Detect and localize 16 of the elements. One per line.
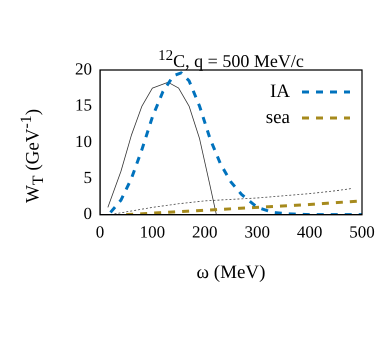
- y-tick-label: 20: [75, 59, 92, 78]
- legend-label: sea: [266, 106, 291, 128]
- x-axis-title: ω (MeV): [196, 262, 266, 284]
- y-tick-label: 0: [84, 204, 92, 224]
- x-tick-label: 300: [244, 222, 270, 242]
- x-tick-label: 0: [96, 222, 104, 242]
- y-tick-label: 10: [75, 132, 92, 151]
- x-tick-label: 100: [140, 222, 166, 242]
- chart-title: $^{12}$C, q = 500 MeV/c: [157, 48, 305, 72]
- x-tick-label: 200: [192, 222, 218, 242]
- x-tick-label: 500: [349, 222, 375, 242]
- legend-label: IA: [270, 80, 290, 102]
- line-series: [108, 71, 362, 215]
- y-tick-label: 5: [84, 168, 92, 187]
- y-tick-label: 15: [75, 96, 92, 115]
- x-tick-label: 400: [296, 222, 322, 242]
